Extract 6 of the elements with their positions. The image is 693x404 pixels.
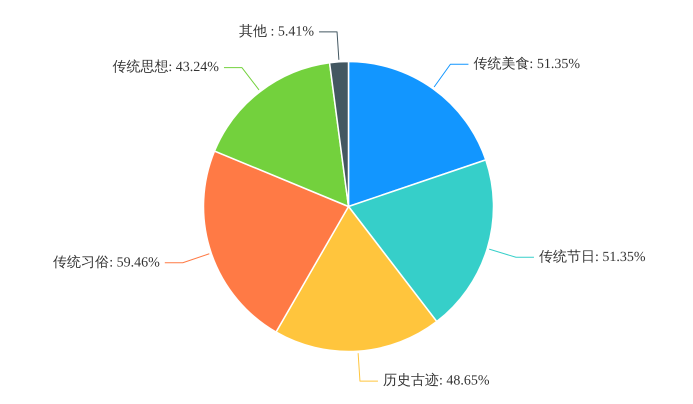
slice-label: 传统习俗: 59.46% [53, 254, 160, 270]
slice-label: 其他 : 5.41% [238, 23, 314, 40]
slice-label: 传统美食: 51.35% [473, 56, 580, 72]
slice-label: 传统思想: 43.24% [112, 59, 220, 76]
slice-label: 传统节日: 51.35% [538, 248, 646, 265]
slice-label: 历史古迹: 48.65% [382, 372, 490, 389]
